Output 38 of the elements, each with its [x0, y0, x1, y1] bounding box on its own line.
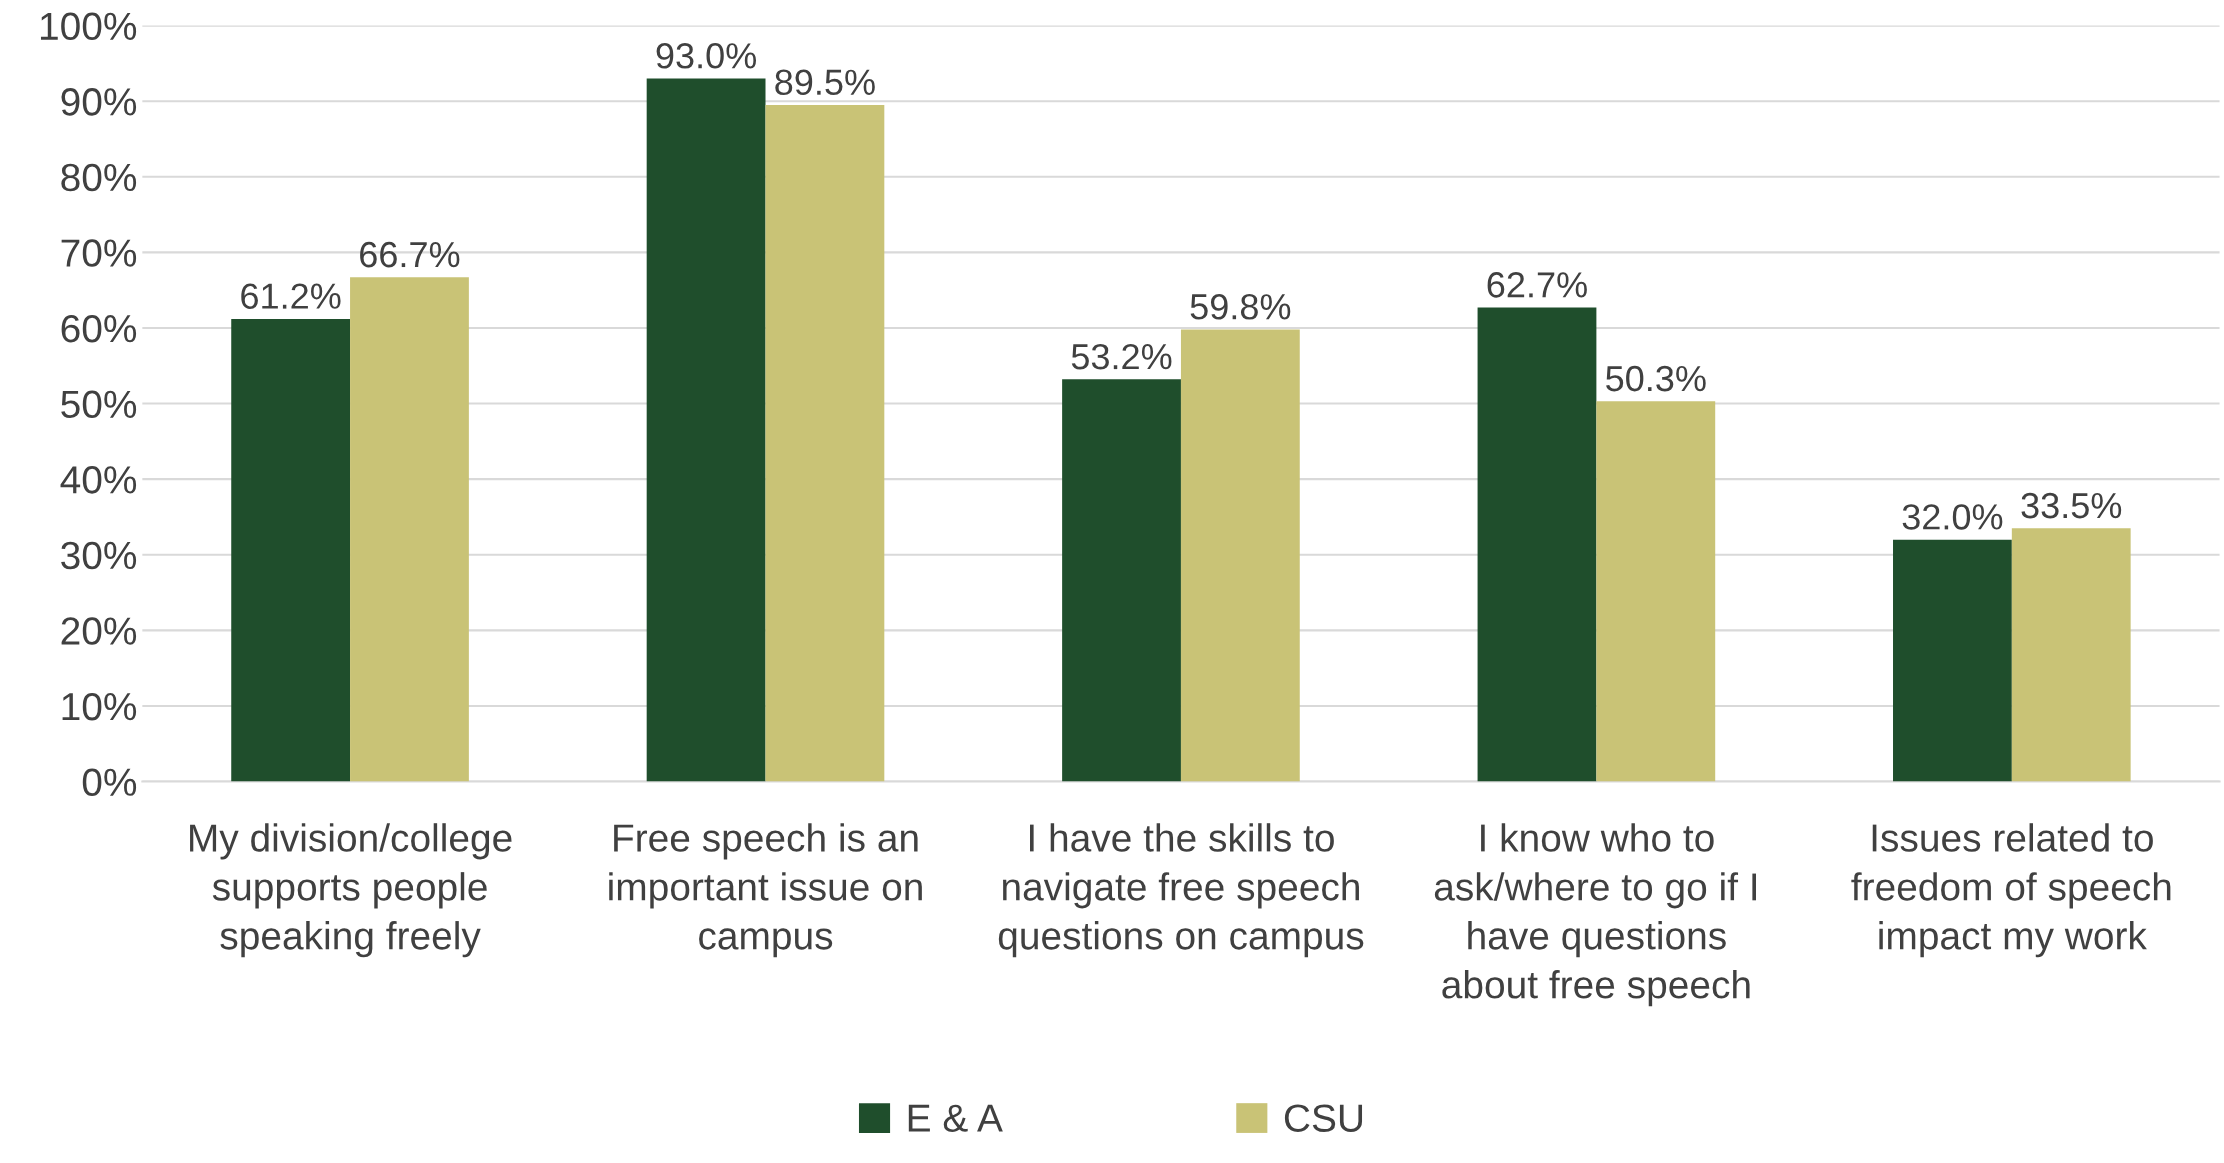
x-tick-label: Free speech is an important issue on campus	[609, 823, 922, 958]
bar	[1180, 329, 1300, 782]
y-tick-label: 90%	[61, 88, 137, 116]
y-tick-label: 50%	[61, 390, 137, 419]
data-label: 50.3%	[1606, 365, 1706, 392]
data-label: 62.7%	[1487, 272, 1587, 298]
bar	[2011, 528, 2131, 782]
y-tick-label: 10%	[62, 692, 137, 721]
y-tick-label: 40%	[60, 466, 137, 494]
data-label: 32.0%	[1902, 504, 2003, 530]
data-label: 61.2%	[241, 283, 341, 309]
bar	[1596, 401, 1716, 782]
x-tick-label: My division/college supports people speaking freely	[190, 823, 512, 958]
bar	[765, 104, 885, 782]
bar	[646, 78, 766, 782]
data-label: 93.0%	[656, 43, 757, 69]
bar	[1893, 539, 2012, 782]
bar	[350, 277, 469, 782]
x-tick-label: Issues related to freedom of speech impact my work	[1851, 823, 2171, 958]
y-tick-label: 0%	[82, 768, 137, 797]
x-tick-label: I have the skills to navigate free speech questions on campus	[998, 823, 1364, 958]
bar	[1062, 379, 1181, 782]
legend-label: CSU	[1284, 1104, 1363, 1132]
y-tick-label: 20%	[61, 617, 137, 645]
x-tick-label: I know who to ask/where to go if I have questions about free speech	[1434, 823, 1757, 1007]
data-label: 66.7%	[360, 241, 460, 268]
data-label: 53.2%	[1071, 343, 1172, 370]
bar	[231, 318, 351, 782]
data-label: 59.8%	[1190, 293, 1291, 320]
y-tick-label: 70%	[61, 239, 137, 267]
y-tick-label: 30%	[61, 541, 137, 570]
y-tick-label: 60%	[61, 314, 137, 343]
y-tick-label: 100%	[40, 12, 137, 41]
y-tick-label: 80%	[61, 163, 137, 192]
data-label: 89.5%	[775, 69, 875, 96]
bar	[1477, 307, 1597, 782]
legend-label: E & A	[908, 1104, 1003, 1132]
data-label: 33.5%	[2021, 492, 2122, 519]
